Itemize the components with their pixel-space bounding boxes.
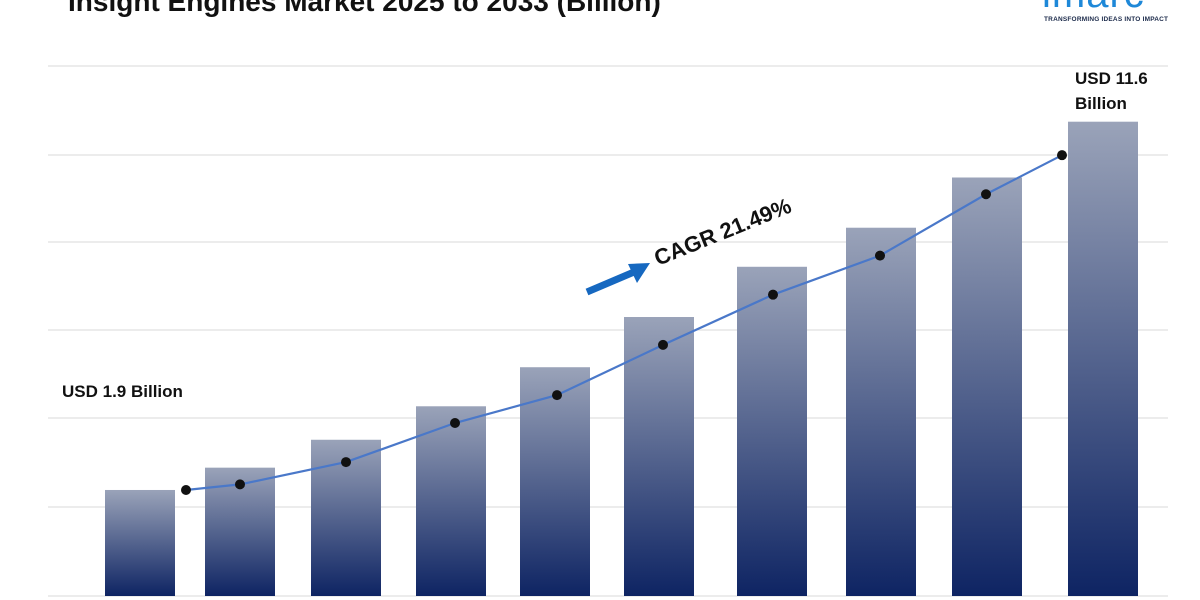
trend-point xyxy=(552,390,562,401)
bar xyxy=(952,177,1022,596)
bar xyxy=(520,367,590,596)
trend-point xyxy=(1057,150,1067,161)
end-value-label-line2: Billion xyxy=(1075,94,1127,113)
cagr-label: CAGR 21.49% xyxy=(651,193,795,271)
trend-line-layer xyxy=(181,150,1067,495)
arrow-head xyxy=(628,263,650,283)
bar xyxy=(737,266,807,596)
trend-point xyxy=(875,250,885,261)
trend-line xyxy=(185,154,1063,492)
trend-point xyxy=(450,418,460,429)
end-value-label-line1: USD 11.6 xyxy=(1075,69,1148,88)
trend-point xyxy=(981,189,991,200)
trend-point xyxy=(658,339,668,350)
bar xyxy=(1068,121,1138,596)
imarc-logo: imarc TRANSFORMING IDEAS INTO IMPACT xyxy=(1040,0,1200,34)
trend-point xyxy=(341,457,351,468)
trend-point xyxy=(181,484,191,495)
bar xyxy=(624,317,694,596)
trend-point xyxy=(768,289,778,300)
bar xyxy=(105,489,175,596)
bar xyxy=(416,406,486,596)
logo-wordmark: imarc xyxy=(1042,0,1145,14)
cagr-arrow-icon xyxy=(585,263,650,296)
trend-point xyxy=(235,479,245,490)
bar xyxy=(846,227,916,596)
bars xyxy=(105,121,1138,596)
logo-tagline: TRANSFORMING IDEAS INTO IMPACT xyxy=(1044,16,1169,23)
arrow-shaft xyxy=(585,268,636,296)
start-value-label: USD 1.9 Billion xyxy=(62,382,183,401)
chart-title: Insight Engines Market 2025 to 2033 (Bil… xyxy=(68,0,661,17)
